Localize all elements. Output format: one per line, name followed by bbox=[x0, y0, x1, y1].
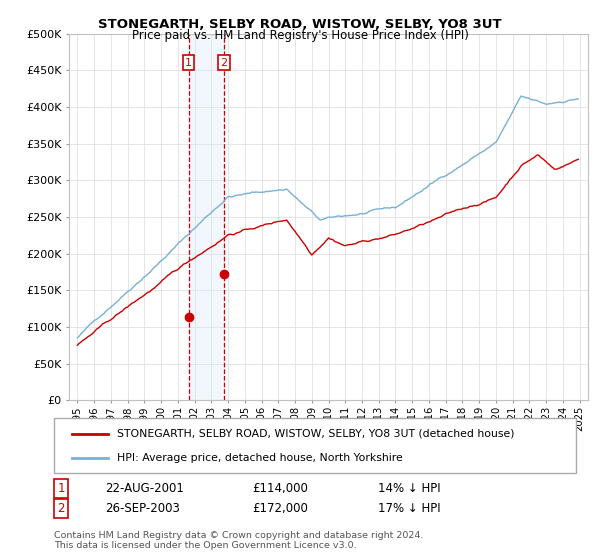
Text: 2: 2 bbox=[58, 502, 65, 515]
Text: £172,000: £172,000 bbox=[252, 502, 308, 515]
Bar bbox=[188, 34, 224, 400]
Text: HPI: Average price, detached house, North Yorkshire: HPI: Average price, detached house, Nort… bbox=[117, 453, 403, 463]
Text: STONEGARTH, SELBY ROAD, WISTOW, SELBY, YO8 3UT: STONEGARTH, SELBY ROAD, WISTOW, SELBY, Y… bbox=[98, 18, 502, 31]
Text: 14% ↓ HPI: 14% ↓ HPI bbox=[378, 482, 440, 495]
Text: 26-SEP-2003: 26-SEP-2003 bbox=[105, 502, 180, 515]
Text: 17% ↓ HPI: 17% ↓ HPI bbox=[378, 502, 440, 515]
Text: Price paid vs. HM Land Registry's House Price Index (HPI): Price paid vs. HM Land Registry's House … bbox=[131, 29, 469, 42]
Text: STONEGARTH, SELBY ROAD, WISTOW, SELBY, YO8 3UT (detached house): STONEGARTH, SELBY ROAD, WISTOW, SELBY, Y… bbox=[117, 429, 515, 438]
Text: £114,000: £114,000 bbox=[252, 482, 308, 495]
Text: 2: 2 bbox=[220, 58, 227, 68]
Text: Contains HM Land Registry data © Crown copyright and database right 2024.
This d: Contains HM Land Registry data © Crown c… bbox=[54, 530, 424, 550]
Text: 22-AUG-2001: 22-AUG-2001 bbox=[105, 482, 184, 495]
Text: 1: 1 bbox=[185, 58, 192, 68]
Text: 1: 1 bbox=[58, 482, 65, 495]
